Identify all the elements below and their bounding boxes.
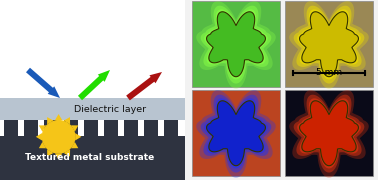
- Polygon shape: [196, 90, 276, 178]
- Polygon shape: [55, 114, 62, 120]
- Bar: [64, 120, 78, 136]
- Polygon shape: [206, 12, 265, 77]
- Polygon shape: [299, 12, 358, 77]
- Polygon shape: [55, 153, 62, 160]
- Bar: [124, 120, 138, 136]
- Bar: [84, 120, 98, 136]
- Bar: [44, 120, 58, 136]
- FancyArrow shape: [126, 72, 162, 100]
- Bar: [192, 1, 280, 87]
- Polygon shape: [36, 133, 42, 141]
- Polygon shape: [64, 149, 70, 157]
- Polygon shape: [64, 117, 70, 124]
- Text: 5 mm: 5 mm: [316, 68, 342, 77]
- Polygon shape: [297, 98, 361, 168]
- Bar: [144, 120, 158, 136]
- Polygon shape: [294, 6, 364, 84]
- Bar: [24, 120, 38, 136]
- Polygon shape: [206, 101, 265, 166]
- Polygon shape: [289, 1, 369, 89]
- Bar: [192, 90, 280, 176]
- Polygon shape: [196, 1, 276, 89]
- Bar: [164, 120, 178, 136]
- Bar: [285, 90, 373, 176]
- Polygon shape: [71, 125, 78, 132]
- Polygon shape: [204, 9, 268, 79]
- Bar: [285, 1, 373, 87]
- Text: Textured metal substrate: Textured metal substrate: [25, 154, 155, 163]
- Bar: [104, 120, 118, 136]
- Polygon shape: [201, 95, 271, 173]
- Polygon shape: [294, 95, 364, 173]
- Bar: [0, 0, 185, 180]
- Bar: [4, 120, 18, 136]
- Circle shape: [42, 121, 75, 153]
- FancyArrow shape: [78, 70, 110, 100]
- Polygon shape: [71, 142, 78, 148]
- Polygon shape: [47, 117, 54, 124]
- Polygon shape: [299, 101, 358, 166]
- FancyArrow shape: [26, 68, 60, 98]
- Polygon shape: [201, 6, 271, 84]
- Polygon shape: [39, 125, 46, 132]
- Polygon shape: [39, 142, 46, 148]
- Polygon shape: [289, 90, 369, 178]
- Polygon shape: [204, 98, 268, 168]
- Polygon shape: [47, 149, 54, 157]
- Text: Dielectric layer: Dielectric layer: [74, 105, 146, 114]
- Polygon shape: [297, 9, 361, 79]
- Bar: [0, 136, 185, 180]
- Polygon shape: [75, 133, 81, 141]
- Bar: [0, 98, 185, 120]
